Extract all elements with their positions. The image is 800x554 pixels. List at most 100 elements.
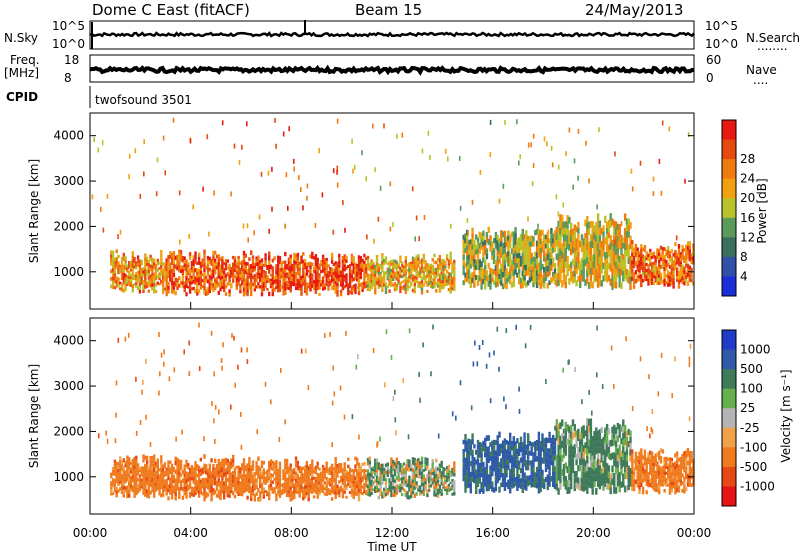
heatmap-cell	[145, 263, 149, 267]
heatmap-cell	[562, 452, 566, 459]
heatmap-cell	[287, 267, 291, 271]
heatmap-cell	[300, 287, 303, 292]
heatmap-cell	[260, 482, 264, 487]
heatmap-cell	[309, 487, 312, 491]
freq-trace	[89, 64, 695, 76]
heatmap-cell	[453, 487, 456, 492]
heatmap-cell	[142, 289, 145, 293]
heatmap-cell	[149, 467, 152, 472]
heatmap-cell	[530, 451, 533, 456]
heatmap-cell	[188, 482, 192, 486]
heatmap-cell	[248, 464, 251, 468]
heatmap-cell	[419, 488, 422, 493]
heatmap-cell	[625, 224, 629, 232]
heatmap-cell	[372, 476, 375, 479]
heatmap-cell	[686, 241, 690, 246]
heatmap-cell	[158, 282, 161, 286]
heatmap-cell	[307, 269, 310, 273]
heatmap-cell	[131, 276, 134, 281]
heatmap-cell	[623, 272, 627, 280]
heatmap-cell	[564, 227, 567, 235]
heatmap-cell	[501, 473, 505, 478]
heatmap-cell	[462, 458, 465, 463]
heatmap-cell	[248, 282, 251, 286]
heatmap-cell	[510, 445, 514, 451]
heatmap-cell	[239, 277, 242, 281]
heatmap-cell	[178, 190, 181, 196]
heatmap-cell	[246, 467, 249, 472]
heatmap-cell	[156, 482, 159, 487]
heatmap-cell	[224, 273, 228, 278]
heatmap-cell	[388, 275, 391, 279]
heatmap-cell	[426, 489, 429, 494]
heatmap-cell	[596, 204, 598, 210]
heatmap-cell	[277, 276, 280, 281]
heatmap-cell	[435, 458, 438, 463]
heatmap-cell	[449, 281, 452, 286]
heatmap-cell	[393, 262, 397, 266]
heatmap-cell	[293, 468, 296, 472]
heatmap-cell	[197, 256, 201, 261]
heatmap-cell	[577, 227, 580, 234]
heatmap-cell	[489, 474, 492, 480]
heatmap-cell	[381, 481, 384, 485]
heatmap-cell	[580, 465, 584, 472]
heatmap-cell	[158, 492, 161, 496]
heatmap-cell	[401, 467, 404, 471]
heatmap-cell	[120, 474, 124, 478]
heatmap-cell	[320, 481, 323, 484]
heatmap-cell	[156, 486, 159, 490]
heatmap-cell	[120, 467, 124, 471]
heatmap-cell	[492, 455, 496, 461]
heatmap-cell	[656, 273, 659, 278]
heatmap-cell	[129, 476, 133, 480]
heatmap-cell	[377, 274, 380, 278]
heatmap-cell	[348, 476, 352, 480]
heatmap-cell	[571, 419, 575, 427]
heatmap-cell	[230, 283, 233, 286]
heatmap-cell	[419, 475, 422, 479]
heatmap-cell	[174, 491, 177, 496]
heatmap-cell	[419, 260, 422, 265]
heatmap-cell	[357, 255, 361, 260]
heatmap-cell	[357, 488, 361, 493]
heatmap-cell	[192, 258, 195, 263]
heatmap-cell	[632, 251, 636, 256]
heatmap-cell	[203, 477, 206, 483]
heatmap-cell	[388, 487, 391, 490]
heatmap-cell	[466, 276, 469, 282]
heatmap-cell	[167, 255, 170, 259]
heatmap-cell	[541, 263, 544, 270]
heatmap-cell	[433, 274, 436, 279]
heatmap-cell	[321, 487, 325, 491]
heatmap-cell	[214, 472, 217, 477]
heatmap-cell	[259, 266, 262, 270]
heatmap-cell	[323, 267, 327, 271]
heatmap-cell	[532, 477, 535, 483]
heatmap-cell	[523, 432, 526, 439]
heatmap-cell	[293, 477, 296, 481]
heatmap-cell	[273, 279, 276, 284]
heatmap-cell	[438, 258, 442, 263]
heatmap-cell	[330, 252, 334, 257]
heatmap-cell	[257, 465, 260, 470]
cpid-value: twofsound 3501	[95, 93, 192, 107]
heatmap-cell	[390, 278, 393, 282]
heatmap-cell	[285, 283, 289, 287]
heatmap-cell	[528, 272, 532, 278]
heatmap-cell	[552, 450, 555, 456]
heatmap-cell	[602, 250, 605, 257]
heatmap-cell	[115, 468, 118, 473]
heatmap-cell	[285, 493, 289, 497]
heatmap-cell	[620, 248, 623, 256]
heatmap-cell	[596, 280, 600, 288]
heatmap-cell	[185, 475, 188, 480]
heatmap-cell	[302, 263, 305, 267]
heatmap-cell	[526, 454, 530, 460]
heatmap-cell	[138, 274, 142, 279]
heatmap-cell	[179, 463, 183, 467]
heatmap-cell	[445, 257, 449, 261]
heatmap-cell	[208, 278, 211, 283]
heatmap-cell	[491, 466, 494, 472]
heatmap-cell	[649, 269, 652, 274]
